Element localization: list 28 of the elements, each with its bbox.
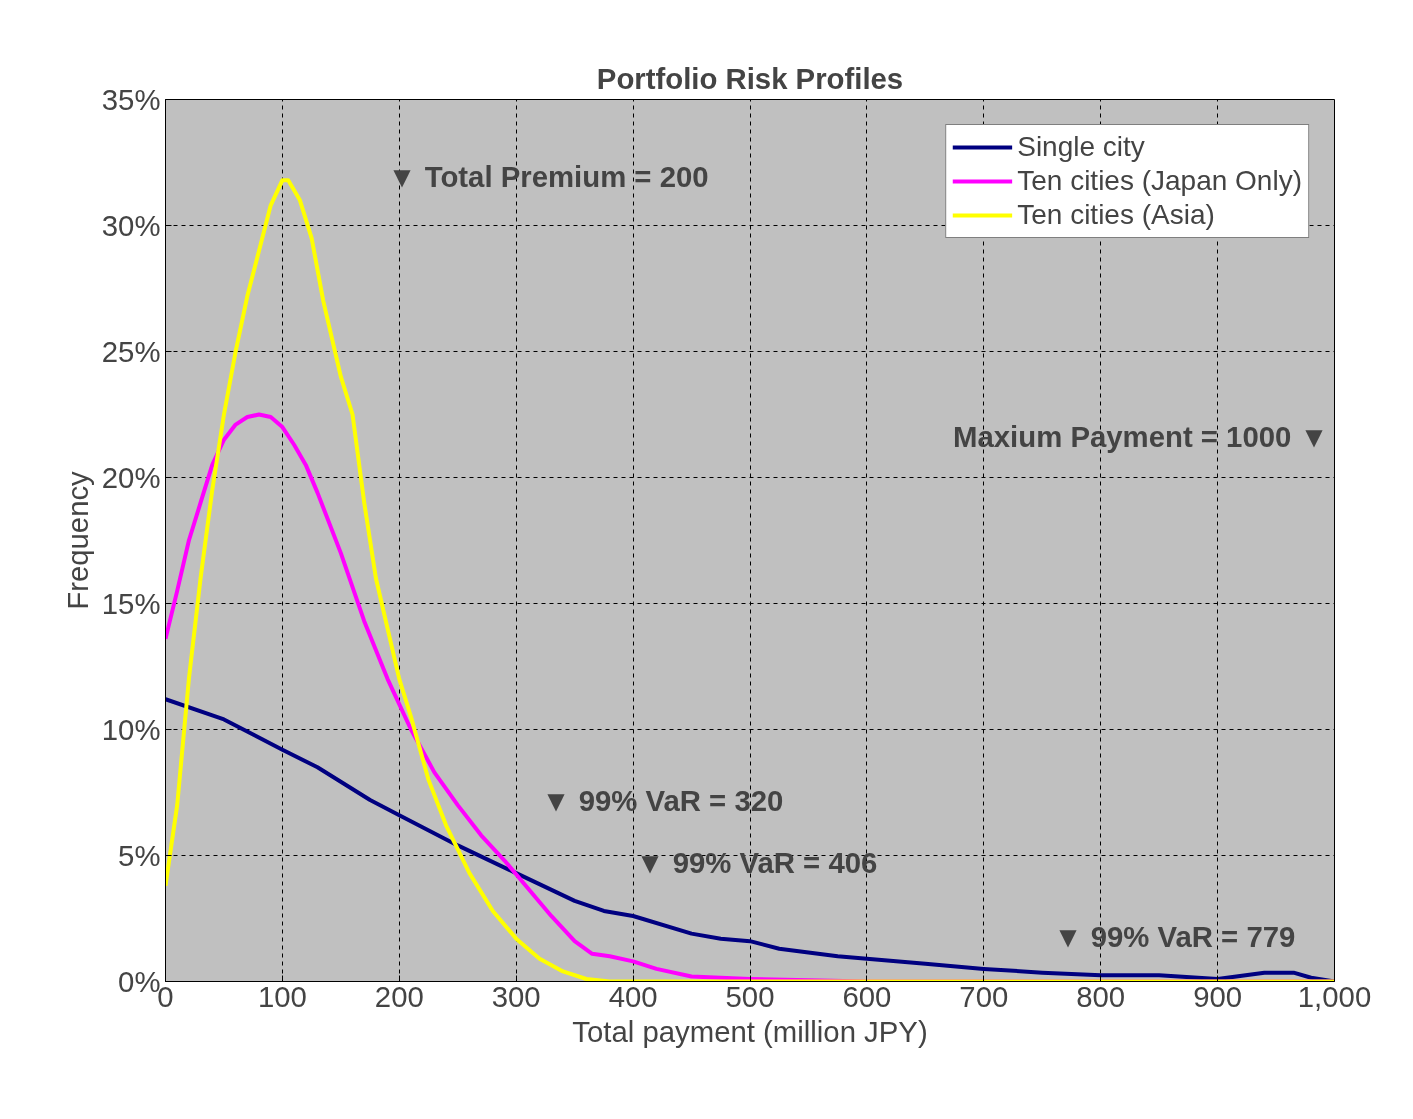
annotation: ▼ 99% VaR = 406 xyxy=(635,846,878,879)
annotation: ▼ Total Premium = 200 xyxy=(387,160,709,193)
annotation: ▼ 99% VaR = 320 xyxy=(541,784,784,817)
y-tick-label: 25% xyxy=(101,335,161,368)
annotation: Maxium Payment = 1000 ▼ xyxy=(953,420,1329,453)
y-tick-label: 10% xyxy=(101,713,161,746)
y-tick-label: 35% xyxy=(101,83,161,116)
y-tick-label: 30% xyxy=(101,209,161,242)
x-axis-title: Total payment (million JPY) xyxy=(572,1014,928,1048)
y-tick-label: 15% xyxy=(101,587,161,620)
x-tick-label: 600 xyxy=(842,979,892,1013)
chart-title: Portfolio Risk Profiles xyxy=(596,61,904,95)
x-tick-label: 800 xyxy=(1076,979,1126,1013)
legend-label: Ten cities (Japan Only) xyxy=(1017,165,1302,197)
x-tick-label: 200 xyxy=(374,979,424,1013)
x-tick-label: 700 xyxy=(959,979,1009,1013)
x-tick-label: 100 xyxy=(257,979,307,1013)
y-tick-label: 20% xyxy=(101,461,161,494)
x-tick-label: 300 xyxy=(491,979,541,1013)
y-axis-title: Frequency xyxy=(60,470,94,610)
legend-label: Ten cities (Asia) xyxy=(1017,199,1215,231)
legend-label: Single city xyxy=(1017,131,1145,163)
x-tick-label: 900 xyxy=(1193,979,1243,1013)
annotation: ▼ 99% VaR = 779 xyxy=(1053,920,1296,953)
x-tick-label: 500 xyxy=(725,979,775,1013)
y-tick-label: 5% xyxy=(118,839,161,872)
x-tick-label: 400 xyxy=(608,979,658,1013)
x-tick-label: 1,000 xyxy=(1297,979,1372,1013)
